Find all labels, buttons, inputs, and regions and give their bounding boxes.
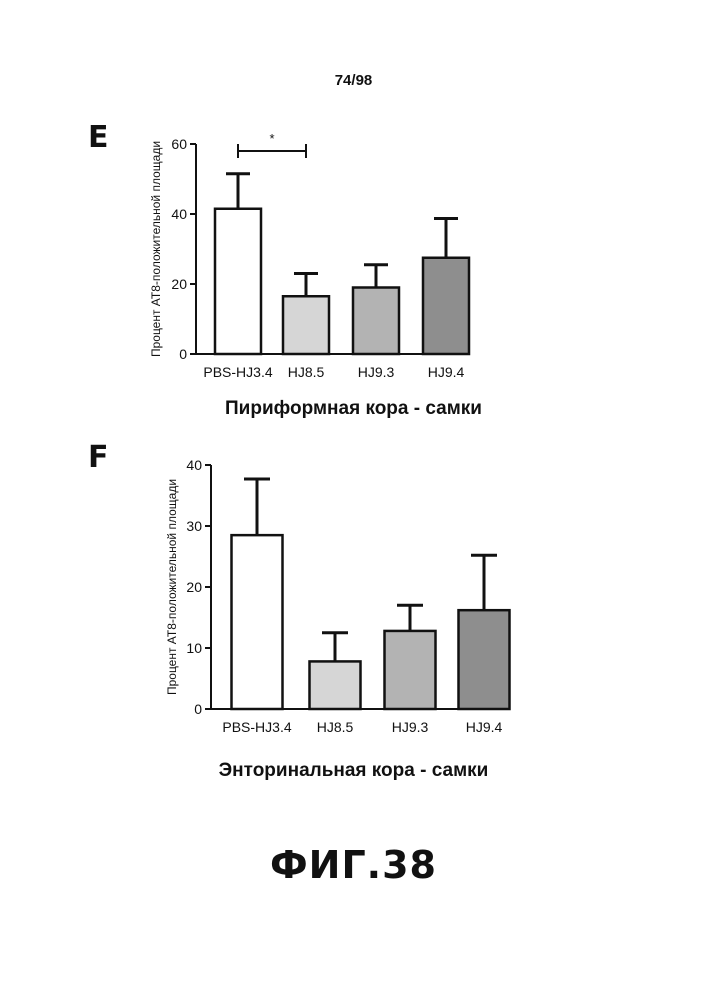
y-axis-label: Процент AT8-положительной площади [165, 479, 179, 695]
x-tick-label: PBS-HJ3.4 [203, 364, 272, 380]
figure-caption: ФИГ.38 [0, 843, 707, 887]
bar-hj9-3 [353, 288, 399, 355]
y-tick-label: 40 [171, 206, 187, 222]
page-number: 74/98 [0, 72, 707, 89]
y-tick-label: 20 [171, 276, 187, 292]
y-tick-label: 0 [194, 701, 202, 717]
y-tick-label: 60 [171, 136, 187, 152]
bar-hj9-4 [423, 258, 469, 354]
chart-title-piriform: Пириформная кора - самки [0, 398, 707, 420]
bar-pbs-hj3-4 [215, 209, 261, 354]
x-tick-label: HJ8.5 [288, 364, 325, 380]
bar-hj8-5 [310, 661, 361, 709]
x-tick-label: HJ9.3 [358, 364, 395, 380]
x-tick-label: PBS-HJ3.4 [222, 719, 291, 735]
x-tick-label: HJ9.4 [466, 719, 503, 735]
y-axis-label: Процент AT8-положительной площади [149, 141, 163, 357]
x-tick-label: HJ8.5 [317, 719, 354, 735]
x-tick-label: HJ9.4 [428, 364, 465, 380]
bar-hj9-4 [459, 610, 510, 709]
y-tick-label: 30 [186, 518, 202, 534]
bar-pbs-hj3-4 [232, 535, 283, 709]
y-tick-label: 40 [186, 457, 202, 473]
x-tick-label: HJ9.3 [392, 719, 429, 735]
bar-chart-entorhinal: 0 10 20 30 40 Процент AT8-положительной площа… [0, 450, 707, 750]
significance-star: * [269, 131, 274, 146]
y-tick-label: 20 [186, 579, 202, 595]
y-tick-label: 10 [186, 640, 202, 656]
chart-title-entorhinal: Энторинальная кора - самки [0, 760, 707, 782]
bar-hj9-3 [385, 631, 436, 709]
bar-hj8-5 [283, 296, 329, 354]
y-tick-label: 0 [179, 346, 187, 362]
